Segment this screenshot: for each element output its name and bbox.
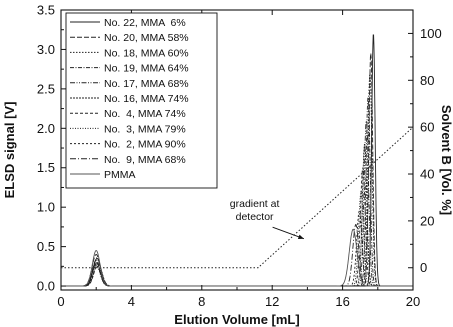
y-axis-label: ELSD signal [V] [2, 102, 17, 199]
legend-entries: No. 22, MMA 6% No. 20, MMA 58% No. 18, MMA… [70, 17, 189, 181]
legend-label-8: No. 2, MMA 90% [104, 139, 186, 151]
legend-label-2: No. 18, MMA 60% [104, 47, 189, 59]
series-line-7 [61, 191, 413, 287]
legend-label-3: No. 19, MMA 64% [104, 63, 189, 75]
y2-tick-label-1: 20 [420, 213, 434, 228]
annotation-text-0-0: gradient at [230, 198, 280, 210]
y2-axis-label: Solvent B [Vol. %] [439, 105, 453, 215]
annotation-arrowhead-0 [297, 234, 304, 239]
x-tick-label-3: 12 [265, 294, 279, 309]
annotation-text-0-1: detector [236, 211, 274, 223]
x-tick-label-2: 8 [198, 294, 205, 309]
x-tick-label-5: 20 [406, 294, 420, 309]
x-tick-label-0: 0 [57, 294, 64, 309]
annotation-arrow-0 [272, 226, 305, 240]
legend: No. 22, MMA 6% No. 20, MMA 58% No. 18, MMA… [65, 12, 218, 189]
x-axis-label: Elution Volume [mL] [174, 312, 299, 327]
y-tick-label-4: 2.0 [37, 121, 55, 136]
series-line-10 [61, 228, 413, 287]
y2-tick-label-4: 80 [420, 73, 434, 88]
legend-label-1: No. 20, MMA 58% [104, 32, 189, 44]
legend-box [65, 12, 218, 189]
legend-label-9: No. 9, MMA 68% [104, 154, 186, 166]
legend-label-10: PMMA [104, 169, 136, 181]
legend-label-6: No. 4, MMA 74% [104, 108, 186, 120]
legend-label-4: No. 17, MMA 68% [104, 78, 189, 90]
ticks-layer: 0 4 8 12 16 20 0.0 0.5 1.0 1.5 2.0 2.5 3.0 3.5 0 20 40 60… [37, 3, 442, 310]
y2-tick-label-0: 0 [420, 260, 427, 275]
series-layer [61, 34, 413, 287]
y-tick-label-6: 3.0 [37, 42, 55, 57]
y-tick-label-0: 0.0 [37, 279, 55, 294]
legend-label-0: No. 22, MMA 6% [104, 17, 186, 29]
y2-tick-label-2: 40 [420, 167, 434, 182]
y2-tick-label-3: 60 [420, 120, 434, 135]
y2-tick-label-5: 100 [420, 26, 442, 41]
y-tick-label-3: 1.5 [37, 160, 55, 175]
y-tick-label-2: 1.0 [37, 200, 55, 215]
x-tick-label-4: 16 [335, 294, 349, 309]
y-tick-label-5: 2.5 [37, 81, 55, 96]
legend-label-7: No. 3, MMA 79% [104, 123, 186, 135]
y-tick-label-7: 3.5 [37, 3, 55, 18]
gradient-line [61, 126, 414, 269]
y-tick-label-1: 0.5 [37, 239, 55, 254]
gradient-layer [61, 126, 414, 269]
x-tick-label-1: 4 [128, 294, 135, 309]
legend-label-5: No. 16, MMA 74% [104, 93, 189, 105]
